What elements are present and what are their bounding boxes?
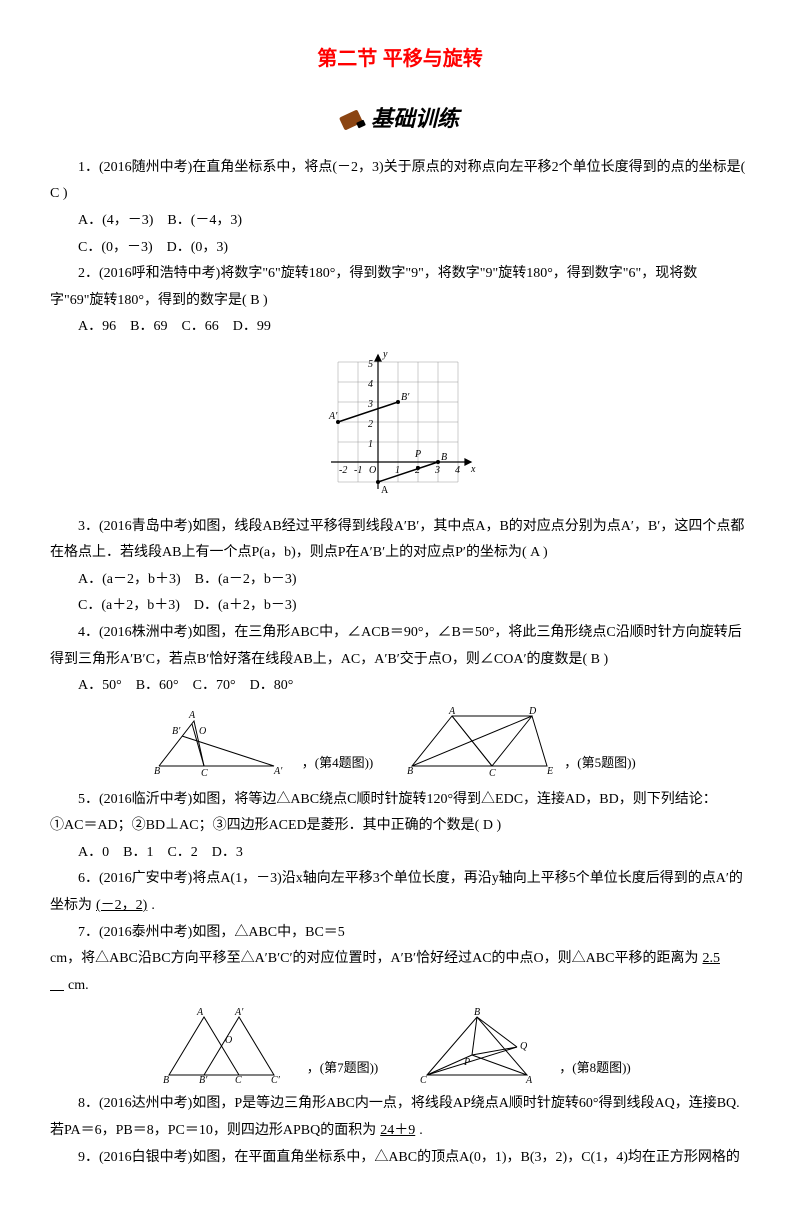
q5-triangle-icon: A D B C E (397, 706, 557, 781)
svg-text:B: B (163, 1075, 169, 1085)
svg-text:A: A (525, 1075, 533, 1085)
svg-text:3: 3 (434, 465, 440, 476)
svg-text:B′: B′ (401, 392, 410, 403)
svg-text:E: E (546, 766, 553, 777)
svg-text:O: O (199, 726, 206, 737)
q7-fig-label: ，(第7题图)) (307, 1056, 379, 1081)
svg-text:A′: A′ (328, 411, 338, 422)
q4-q5-figures: A B C A′ B′ O ，(第4题图)) A D B C (50, 706, 750, 781)
svg-text:3: 3 (367, 399, 373, 410)
svg-text:B′: B′ (172, 726, 181, 737)
q7-q8-figures: A A′ B B′ C C′ O ，(第7题图)) B (50, 1005, 750, 1085)
svg-text:2: 2 (415, 465, 420, 476)
q7-answer: 2.5 (698, 951, 724, 966)
svg-text:2: 2 (368, 419, 373, 430)
q7-triangle-icon: A A′ B B′ C C′ O (149, 1005, 299, 1085)
q1-opts-cd: C．(0，－3) D．(0，3) (50, 235, 750, 262)
svg-text:C′: C′ (271, 1075, 281, 1085)
svg-text:5: 5 (368, 359, 373, 370)
q7-line1: 7．(2016泰州中考)如图，△ABC中，BC＝5 (50, 920, 750, 947)
q3-opts-cd: C．(a＋2，b＋3) D．(a＋2，b－3) (50, 593, 750, 620)
svg-text:O: O (369, 465, 376, 476)
svg-text:1: 1 (368, 439, 373, 450)
svg-text:P: P (414, 449, 421, 460)
svg-text:x: x (470, 464, 476, 475)
svg-text:C: C (235, 1075, 242, 1085)
svg-text:O: O (225, 1035, 232, 1046)
grid-chart-icon: y x A′ B′ A B P O 5 4 3 2 1 -1 -2 1 2 3 … (323, 347, 478, 497)
svg-text:A′: A′ (273, 766, 283, 777)
q7-line2: cm，将△ABC沿BC方向平移至△A′B′C′的对应位置时，A′B′恰好经过AC… (50, 946, 750, 973)
q4-text: 4．(2016株洲中考)如图，在三角形ABC中，∠ACB＝90°，∠B＝50°，… (50, 620, 750, 673)
svg-text:4: 4 (368, 379, 373, 390)
q1-opts-ab: A．(4，－3) B．(－4，3) (50, 208, 750, 235)
svg-text:A: A (188, 710, 196, 721)
svg-text:B: B (154, 766, 160, 777)
svg-text:y: y (382, 349, 388, 360)
page-title: 第二节 平移与旋转 (50, 40, 750, 78)
q8-post: . (419, 1123, 423, 1138)
brush-icon (341, 111, 369, 131)
q8-fig-label: ，(第8题图)) (559, 1056, 631, 1081)
svg-text:-1: -1 (354, 465, 362, 476)
q4-triangle-icon: A B C A′ B′ O (144, 706, 294, 781)
q2-opts: A．96 B．69 C．66 D．99 (50, 314, 750, 341)
svg-text:B: B (474, 1007, 480, 1018)
q3-opts-ab: A．(a－2，b＋3) B．(a－2，b－3) (50, 567, 750, 594)
q8-text: 8．(2016达州中考)如图，P是等边三角形ABC内一点，将线段AP绕点A顺时针… (50, 1091, 750, 1144)
svg-text:A: A (381, 485, 389, 496)
section-header: 基础训练 (50, 98, 750, 140)
svg-text:B: B (407, 766, 413, 777)
svg-text:A′: A′ (234, 1007, 244, 1018)
q6-text: 6．(2016广安中考)将点A(1，－3)沿x轴向左平移3个单位长度，再沿y轴向… (50, 866, 750, 919)
svg-text:B′: B′ (199, 1075, 208, 1085)
svg-text:C: C (201, 768, 208, 779)
svg-text:Q: Q (520, 1041, 528, 1052)
section-header-text: 基础训练 (371, 106, 459, 131)
q4-fig-label: ，(第4题图)) (302, 751, 374, 776)
q8-answer: 24＋9 (376, 1123, 419, 1138)
svg-text:1: 1 (395, 465, 400, 476)
q6-post: . (151, 898, 155, 913)
svg-text:D: D (528, 706, 537, 717)
svg-text:-2: -2 (339, 465, 347, 476)
svg-text:4: 4 (455, 465, 460, 476)
q7-line3: cm. (50, 973, 750, 1000)
svg-text:C: C (420, 1075, 427, 1085)
q5-fig-label: ，(第5题图)) (564, 751, 636, 776)
q4-opts: A．50° B．60° C．70° D．80° (50, 673, 750, 700)
svg-text:C: C (489, 768, 496, 779)
q6-answer: (－2，2) (92, 898, 151, 913)
q7-line2-pre: cm，将△ABC沿BC方向平移至△A′B′C′的对应位置时，A′B′恰好经过AC… (50, 951, 698, 966)
q3-text: 3．(2016青岛中考)如图，线段AB经过平移得到线段A′B′，其中点A，B的对… (50, 514, 750, 567)
q8-triangle-icon: B C A P Q (402, 1005, 552, 1085)
svg-text:A: A (448, 706, 456, 717)
q3-figure: y x A′ B′ A B P O 5 4 3 2 1 -1 -2 1 2 3 … (50, 347, 750, 508)
svg-text:P: P (463, 1057, 470, 1068)
q2-text: 2．(2016呼和浩特中考)将数字"6"旋转180°，得到数字"9"，将数字"9… (50, 261, 750, 314)
q5-text: 5．(2016临沂中考)如图，将等边△ABC绕点C顺时针旋转120°得到△EDC… (50, 787, 750, 840)
q1-text: 1．(2016随州中考)在直角坐标系中，将点(－2，3)关于原点的对称点向左平移… (50, 155, 750, 208)
svg-text:B: B (441, 452, 447, 463)
svg-text:A: A (196, 1007, 204, 1018)
q5-opts: A．0 B．1 C．2 D．3 (50, 840, 750, 867)
q9-text: 9．(2016白银中考)如图，在平面直角坐标系中，△ABC的顶点A(0，1)，B… (50, 1145, 750, 1172)
